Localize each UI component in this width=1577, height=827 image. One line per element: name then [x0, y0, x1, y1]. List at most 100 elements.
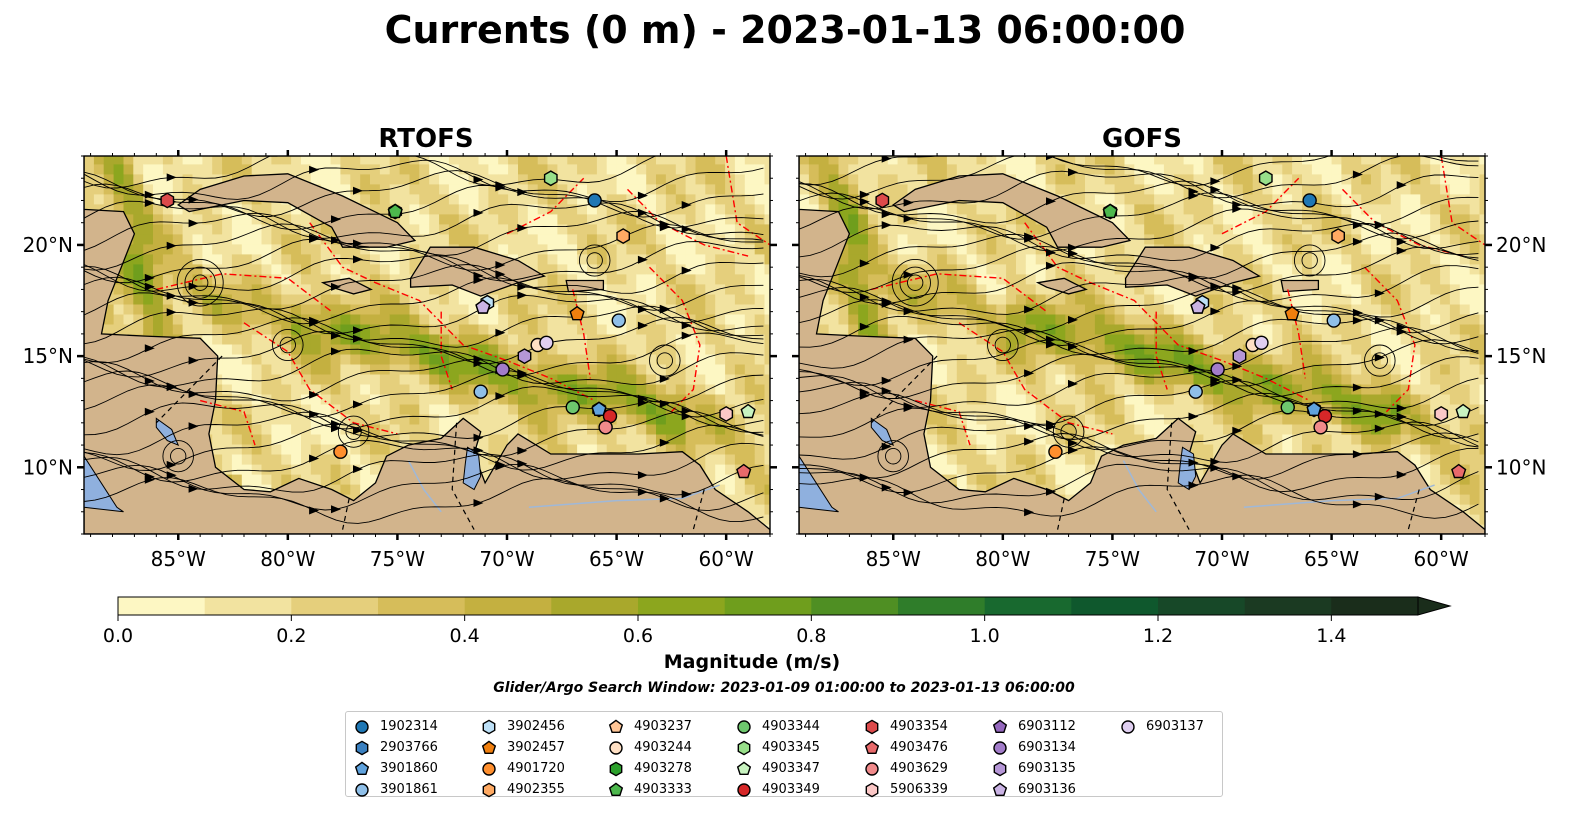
colorbar-swatch: [291, 597, 379, 615]
legend-column: 1902314 2903766 3901860 3901861: [354, 716, 438, 800]
lon-tick-label: 75°W: [370, 547, 425, 571]
float-marker-6903134: [495, 362, 510, 377]
float-marker-3901861: [611, 313, 626, 328]
legend-marker: [608, 782, 624, 796]
circle-marker-icon: [355, 719, 369, 734]
float-marker-4903629: [1313, 420, 1328, 435]
legend-item: 4903629: [864, 758, 948, 779]
float-marker-4903333: [1102, 203, 1118, 219]
hexagon-marker-icon: [737, 740, 751, 755]
legend-marker: [992, 782, 1008, 796]
float-marker-4901720: [333, 444, 348, 459]
hexagon-marker-icon: [482, 782, 496, 797]
float-marker-5906339: [719, 405, 734, 422]
lat-tick-label: 20°N: [23, 233, 73, 257]
legend-marker: [865, 719, 879, 734]
legend-item: 4903476: [864, 737, 948, 758]
colorbar-swatch: [898, 597, 986, 615]
float-marker-3901861: [1326, 313, 1341, 328]
colorbar-swatch: [724, 597, 812, 615]
float-marker-4903347: [1455, 403, 1471, 419]
lat-tick-label: 15°N: [1496, 344, 1546, 368]
pentagon-marker-icon: [992, 719, 1008, 733]
legend-label: 3901860: [380, 761, 438, 776]
legend-marker: [864, 740, 880, 754]
lon-tick-label: 65°W: [1304, 547, 1359, 571]
pentagon-marker-icon: [736, 761, 752, 775]
map-panel-gofs: 85°W 80°W 75°W 70°W 65°W 60°W 20°N 15°N 10°N: [792, 150, 1546, 571]
legend-marker: [355, 740, 369, 755]
pentagon-marker-icon: [608, 719, 624, 733]
legend-item: 6903134: [992, 737, 1076, 758]
legend-item: 4901720: [481, 758, 565, 779]
legend-marker: [1121, 719, 1135, 734]
hexagon-marker-icon: [609, 761, 623, 776]
legend-item: 3902457: [481, 737, 565, 758]
legend-label: 4902355: [507, 782, 565, 797]
legend-marker: [355, 719, 369, 734]
colorbar-swatch: [118, 597, 206, 615]
float-marker-4903345: [1258, 170, 1273, 187]
colorbar-swatch: [984, 597, 1072, 615]
float-marker-5906339: [1434, 405, 1449, 422]
float-marker-4903354: [160, 192, 175, 209]
float-marker-6903136: [475, 299, 491, 314]
legend-label: 3902457: [507, 740, 565, 755]
legend-marker: [608, 719, 624, 733]
legend-marker: [865, 782, 879, 797]
hexagon-marker-icon: [865, 782, 879, 797]
pentagon-marker-icon: [481, 740, 497, 754]
lon-tick-label: 60°W: [1414, 547, 1469, 571]
circle-marker-icon: [609, 740, 623, 755]
colorbar-tick-label: 0.6: [623, 625, 653, 647]
legend-marker: [609, 740, 623, 755]
colorbar-tick-label: 0.4: [450, 625, 480, 647]
pentagon-marker-icon: [864, 740, 880, 754]
legend-item: 3901861: [354, 779, 438, 800]
legend-label: 1902314: [380, 719, 438, 734]
lon-tick-label: 75°W: [1085, 547, 1140, 571]
float-markers: [875, 170, 1471, 479]
float-marker-6903137: [539, 335, 554, 350]
hexagon-marker-icon: [355, 740, 369, 755]
map-content-gofs: [799, 156, 1485, 534]
current-streamlines: [84, 156, 764, 524]
float-marker-4903345: [543, 170, 558, 187]
legend-item: 6903137: [1120, 716, 1204, 737]
panel-title-rtofs: RTOFS: [378, 124, 473, 154]
float-marker-6903135: [1232, 348, 1247, 365]
float-marker-3901860: [1306, 401, 1322, 416]
legend-label: 4903476: [890, 740, 948, 755]
lat-tick-label: 10°N: [23, 455, 73, 479]
float-legend: 1902314 2903766 3901860 3901861 3902456 39024…: [345, 711, 1223, 797]
float-marker-6903137: [1254, 335, 1269, 350]
colorbar-tick-label: 0.0: [103, 625, 133, 647]
lon-tick-label: 60°W: [699, 547, 754, 571]
float-markers: [160, 170, 756, 479]
circle-marker-icon: [865, 761, 879, 776]
legend-item: 4903244: [608, 737, 692, 758]
hexagon-marker-icon: [865, 719, 879, 734]
legend-item: 4903345: [736, 737, 820, 758]
lat-tick-label: 10°N: [1496, 455, 1546, 479]
colorbar: 0.0 0.2 0.4 0.6 0.8 1.0 1.2 1.4: [103, 596, 1452, 647]
float-marker-3901861: [473, 384, 488, 399]
legend-label: 4903333: [634, 782, 692, 797]
legend-label: 3901861: [380, 782, 438, 797]
lon-tick-label: 85°W: [866, 547, 921, 571]
lon-tick-label: 80°W: [975, 547, 1030, 571]
legend-label: 6903134: [1018, 740, 1076, 755]
legend-label: 6903135: [1018, 761, 1076, 776]
circle-marker-icon: [355, 782, 369, 797]
legend-marker: [355, 782, 369, 797]
legend-marker: [736, 761, 752, 775]
colorbar-swatch: [551, 597, 639, 615]
lon-tick-label: 70°W: [1194, 547, 1249, 571]
legend-label: 4903347: [762, 761, 820, 776]
float-marker-3902457: [569, 305, 585, 321]
lat-tick-label: 15°N: [23, 344, 73, 368]
current-streamlines: [799, 156, 1479, 519]
legend-label: 6903112: [1018, 719, 1076, 734]
legend-label: 4903244: [634, 740, 692, 755]
